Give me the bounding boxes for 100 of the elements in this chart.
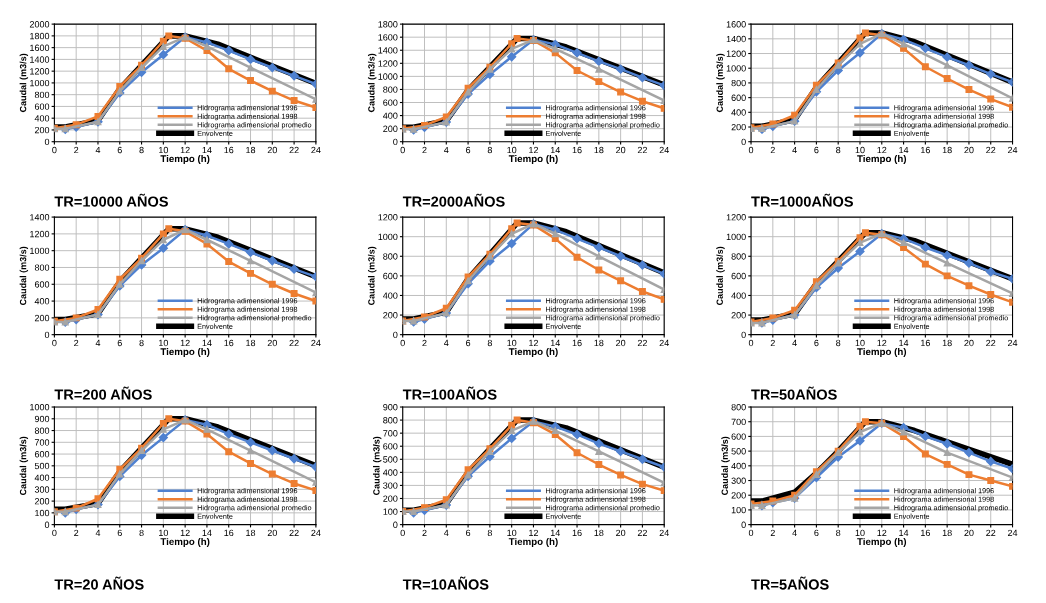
x-tick-label: 24 (1007, 339, 1018, 347)
x-tick-label: 12 (877, 529, 887, 537)
x-tick-label: 4 (95, 529, 101, 537)
y-tick-label: 500 (731, 448, 746, 455)
text: TR=5AÑOS (751, 576, 829, 590)
x-axis-title: Tiempo (h) (508, 537, 558, 547)
text: TR=100AÑOS (402, 386, 497, 400)
x-tick-label: 16 (921, 529, 930, 537)
y-tick-label: 700 (383, 430, 398, 437)
x-tick-label: 24 (311, 146, 321, 154)
x-tick-label: 14 (899, 146, 909, 154)
y-tick-label: 300 (731, 477, 746, 484)
x-tick-label: 22 (986, 146, 996, 154)
y-tick-label: 600 (34, 281, 50, 288)
x-tick-label: 18 (942, 339, 952, 347)
y-tick-label: 400 (731, 462, 746, 470)
x-tick-label: 2 (422, 146, 427, 154)
y-tick-label: 500 (383, 456, 398, 463)
x-tick-label: 8 (487, 529, 492, 537)
y-tick-label: 2000 (29, 21, 50, 28)
text: TR=20 AÑOS (54, 576, 144, 590)
x-tick-label: 8 (836, 146, 841, 154)
x-tick-label: 18 (594, 529, 604, 537)
x-tick-label: 22 (986, 339, 996, 347)
y-tick-label: 1000 (30, 247, 50, 255)
x-tick-label: 22 (289, 146, 299, 154)
x-tick-label: 22 (289, 339, 299, 347)
x-tick-label: 14 (550, 146, 561, 154)
y-tick-label: 400 (383, 469, 398, 476)
x-axis-title: Tiempo (h) (508, 347, 558, 357)
x-tick-label: 24 (659, 339, 669, 347)
y-axis-title: Caudal (m3/s) (19, 436, 29, 496)
x-tick-label: 18 (942, 529, 952, 537)
x-tick-label: 0 (400, 146, 405, 154)
y-tick-label: 0 (741, 138, 746, 146)
y-tick-label: 400 (383, 292, 398, 299)
y-tick-label: 800 (383, 253, 398, 260)
y-tick-label: 200 (383, 495, 398, 502)
x-tick-label: 6 (814, 146, 819, 154)
x-tick-label: 0 (52, 529, 57, 537)
x-tick-label: 0 (52, 146, 57, 154)
x-tick-label: 2 (74, 339, 79, 347)
y-tick-label: 1000 (30, 403, 50, 411)
x-tick-label: 6 (466, 339, 471, 347)
y-tick-label: 200 (383, 125, 398, 132)
x-tick-label: 6 (466, 529, 471, 537)
x-tick-label: 0 (400, 339, 405, 347)
x-tick-label: 6 (466, 146, 471, 154)
text: TR=200 AÑOS (54, 386, 152, 400)
x-tick-label: 20 (616, 529, 626, 537)
y-axis-title: Caudal (m3/s) (372, 436, 382, 496)
y-tick-label: 400 (34, 115, 50, 122)
y-tick-label: 1200 (726, 214, 746, 221)
y-tick-label: 800 (383, 86, 398, 93)
x-tick-label: 14 (899, 529, 909, 537)
x-tick-label: 2 (74, 146, 79, 154)
y-tick-label: 200 (731, 312, 746, 319)
x-tick-label: 8 (139, 529, 144, 537)
x-tick-label: 24 (659, 529, 669, 537)
y-tick-label: 900 (34, 415, 50, 423)
x-tick-label: 6 (814, 529, 819, 537)
y-tick-label: 200 (34, 314, 50, 322)
x-tick-label: 2 (770, 529, 775, 537)
x-tick-label: 22 (637, 339, 647, 347)
x-tick-label: 16 (572, 146, 582, 154)
x-tick-label: 4 (95, 146, 101, 154)
y-tick-label: 1400 (726, 35, 746, 43)
x-tick-label: 12 (529, 146, 539, 154)
y-tick-label: 1600 (726, 21, 746, 28)
x-tick-label: 20 (267, 146, 277, 154)
x-tick-label: 16 (572, 339, 582, 347)
y-tick-label: 200 (383, 312, 398, 319)
y-tick-label: 0 (741, 521, 746, 528)
x-tick-label: 18 (246, 146, 256, 154)
x-tick-label: 18 (594, 339, 604, 347)
text: TR=10AÑOS (402, 576, 489, 590)
x-tick-label: 12 (180, 339, 190, 347)
x-tick-label: 2 (422, 529, 427, 537)
y-tick-label: 1000 (378, 233, 398, 241)
x-tick-label: 8 (487, 146, 492, 154)
x-tick-label: 20 (616, 339, 626, 347)
y-tick-label: 800 (383, 417, 398, 424)
text: TR=10000 AÑOS (54, 193, 168, 207)
x-tick-label: 4 (792, 339, 797, 347)
x-axis-title: Tiempo (h) (160, 347, 210, 357)
y-tick-label: 800 (34, 91, 50, 99)
x-tick-label: 6 (814, 339, 819, 347)
y-tick-label: 100 (35, 509, 50, 517)
y-tick-label: 600 (34, 451, 50, 458)
x-tick-label: 2 (74, 529, 79, 537)
y-tick-label: 400 (731, 109, 746, 116)
y-tick-label: 400 (731, 292, 746, 299)
y-tick-label: 1200 (378, 214, 398, 221)
y-tick-label: 1600 (30, 44, 50, 51)
x-tick-label: 12 (877, 146, 887, 154)
y-tick-label: 0 (44, 331, 50, 339)
y-tick-label: 400 (383, 112, 398, 119)
y-tick-label: 1800 (30, 32, 50, 40)
x-tick-label: 4 (443, 529, 449, 537)
x-tick-label: 24 (1007, 146, 1018, 154)
